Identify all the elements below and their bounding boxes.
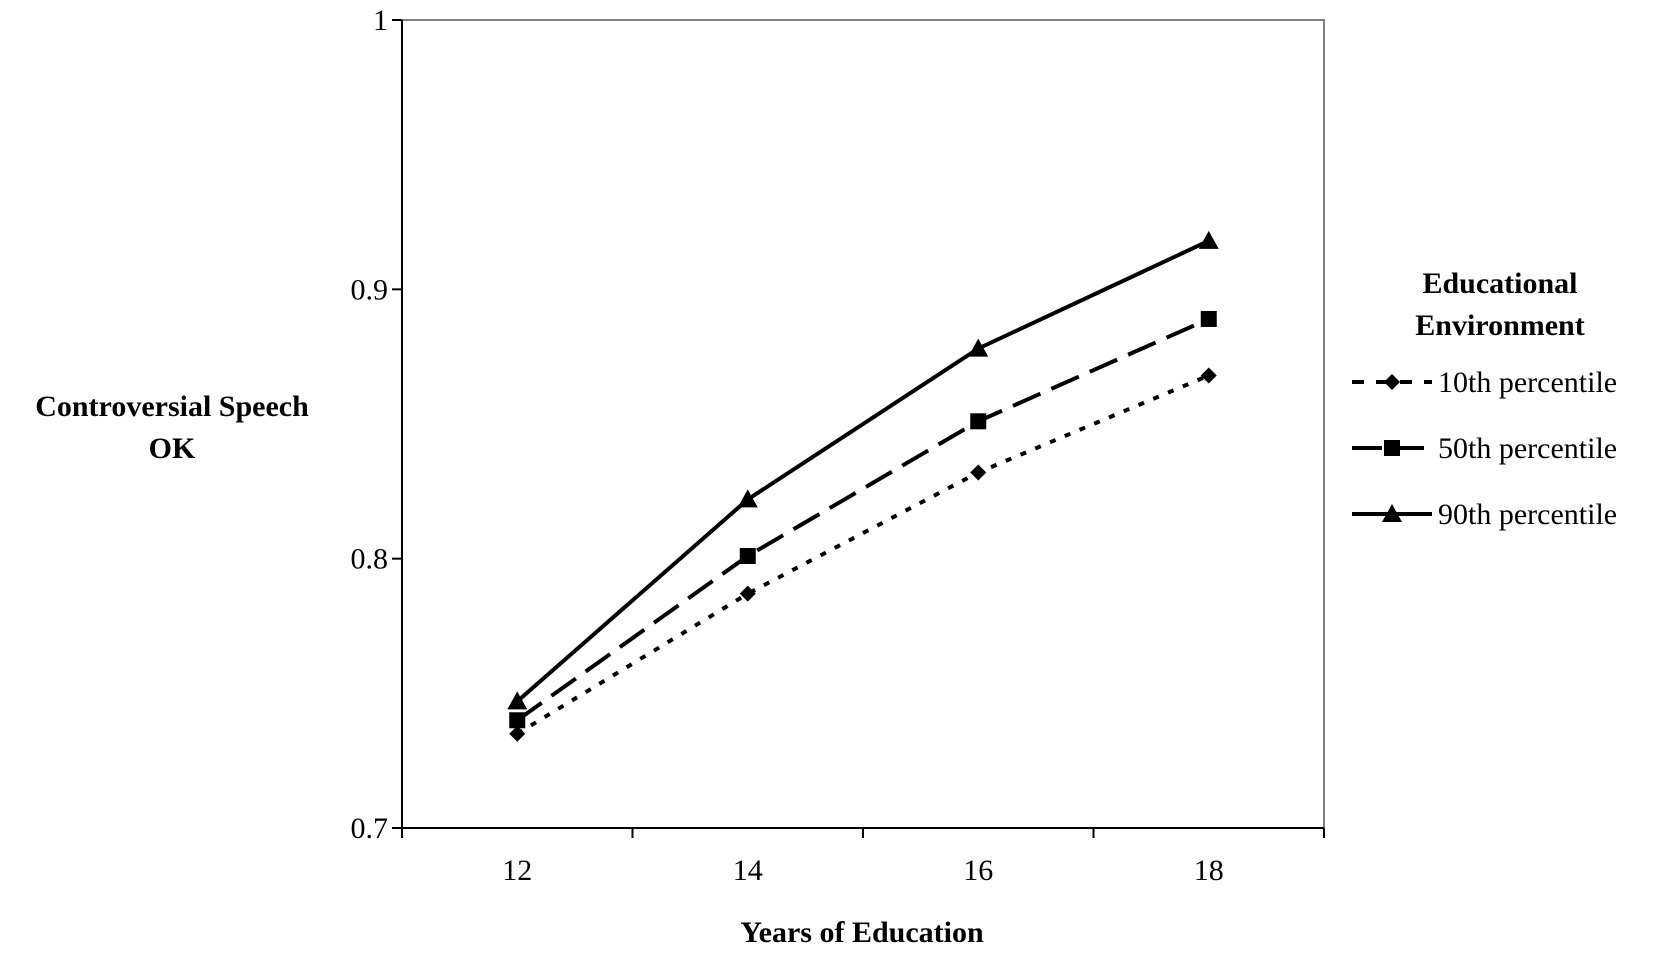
series-line (516, 373, 1210, 736)
data-point (1200, 367, 1217, 384)
legend: Educational Environment 10th percentile 5… (1352, 267, 1617, 531)
legend-title-line-1: Educational (1422, 267, 1577, 300)
y-tick-label: 0.9 (351, 273, 389, 306)
x-tick-label: 16 (963, 854, 993, 887)
data-point (970, 413, 987, 430)
legend-label: 10th percentile (1438, 366, 1617, 399)
series-diamond (509, 367, 1217, 742)
data-point (507, 691, 528, 710)
series-layer (507, 230, 1219, 742)
legend-entry: 90th percentile (1352, 498, 1617, 531)
y-axis-title-line-1: Controversial Speech (35, 390, 309, 423)
data-point (739, 547, 756, 564)
x-tick-label: 12 (502, 854, 532, 887)
legend-label: 90th percentile (1438, 498, 1617, 531)
series-line (516, 317, 1210, 722)
legend-entry: 50th percentile (1352, 432, 1617, 465)
series-square (509, 310, 1217, 729)
x-tick-label: 14 (733, 854, 763, 887)
legend-marker (1384, 440, 1400, 456)
series-triangle (507, 230, 1219, 710)
y-tick-label: 1 (373, 4, 388, 37)
data-point (1200, 310, 1217, 327)
axes: 0.7 0.8 0.9 1 12 14 16 18 (351, 4, 1325, 887)
data-point (737, 489, 758, 508)
data-point (509, 725, 526, 742)
series-line (515, 239, 1210, 703)
data-point (970, 464, 987, 481)
legend-entry: 10th percentile (1352, 366, 1617, 399)
legend-marker (1384, 374, 1400, 390)
data-point (509, 712, 526, 729)
y-tick-label: 0.7 (351, 812, 389, 845)
data-point (1198, 230, 1219, 249)
x-axis-title: Years of Education (740, 916, 984, 949)
legend-marker (1382, 504, 1402, 522)
x-tick-label: 18 (1194, 854, 1224, 887)
data-point (739, 585, 756, 602)
legend-title-line-2: Environment (1415, 309, 1584, 342)
legend-label: 50th percentile (1438, 432, 1617, 465)
data-point (968, 338, 989, 357)
y-tick-label: 0.8 (351, 543, 389, 576)
y-axis-title-line-2: OK (149, 432, 196, 465)
